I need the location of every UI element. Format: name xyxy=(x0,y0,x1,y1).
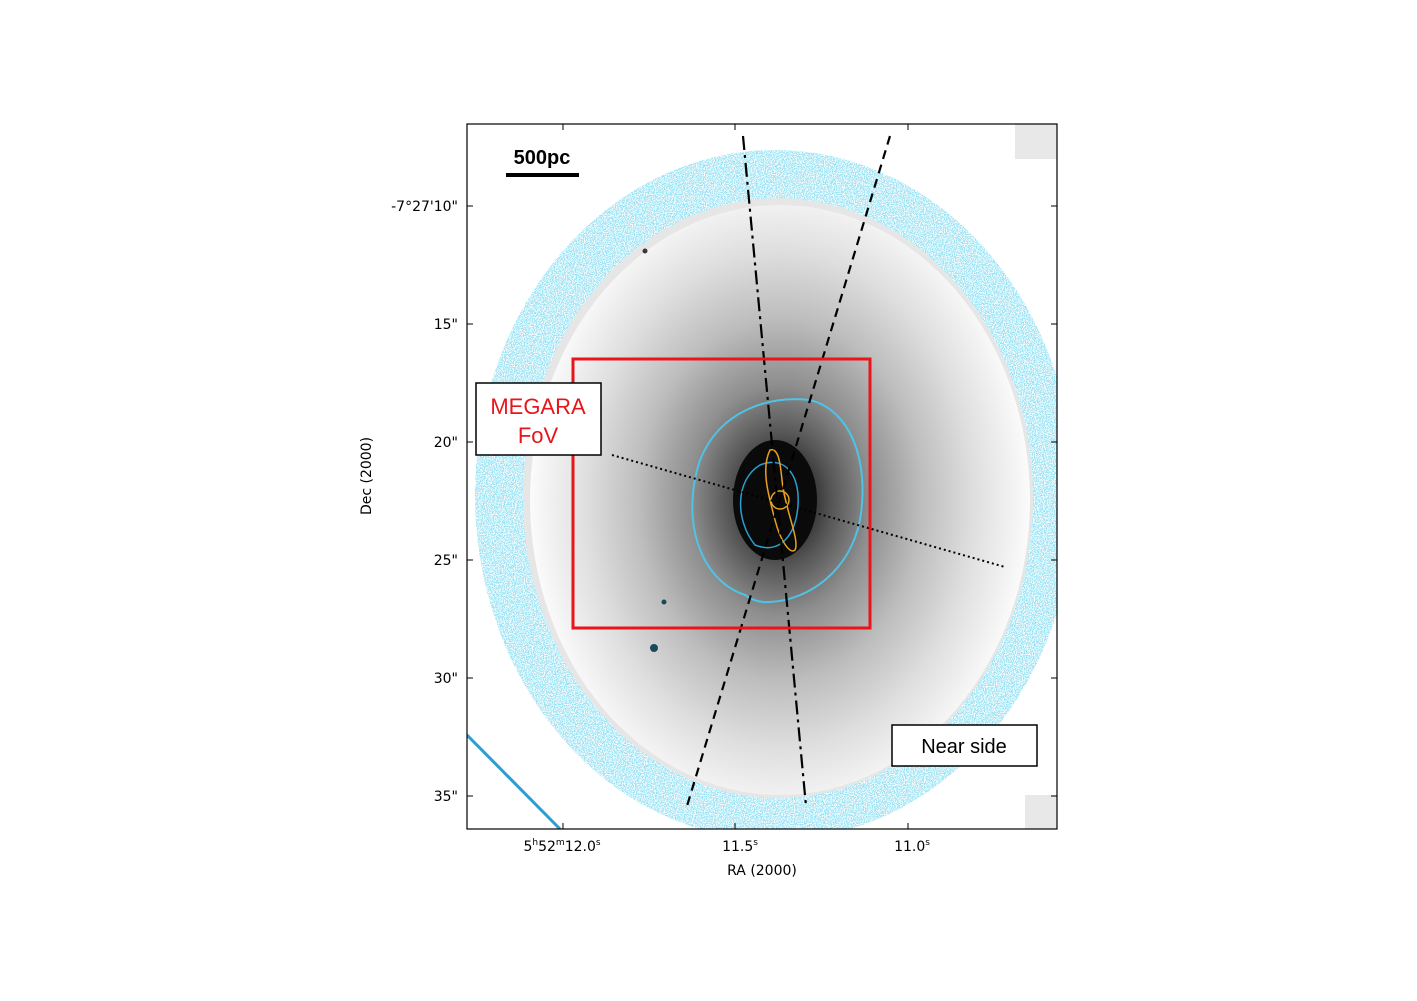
dashed-line xyxy=(685,135,892,807)
plot-frame xyxy=(466,123,1058,830)
x-tick-label: 11.0s xyxy=(894,838,930,855)
galaxy-image xyxy=(467,124,1057,829)
fov-label-box xyxy=(475,382,602,456)
fov-label-line2: FoV xyxy=(518,423,559,448)
megara-fov-box xyxy=(571,357,872,630)
x-tick-label: 5h52m12.0s xyxy=(523,838,600,855)
fov-label-line1: MEGARA xyxy=(490,394,586,419)
y-tick-label: 35" xyxy=(434,789,458,805)
y-tick-label: 20" xyxy=(434,435,458,451)
dash-dot-line xyxy=(741,135,808,807)
y-tick-label: -7°27'10" xyxy=(391,199,458,215)
dotted-line xyxy=(611,454,1006,568)
scale-bar-label: 500pc xyxy=(514,147,571,169)
core-contour xyxy=(764,449,797,552)
x-axis-label: RA (2000) xyxy=(727,863,797,879)
y-tick-label: 15" xyxy=(434,317,458,333)
y-tick-label: 25" xyxy=(434,553,458,569)
y-ticks xyxy=(467,205,1057,797)
near-side-label: Near side xyxy=(921,736,1007,758)
inner-contour xyxy=(691,398,864,604)
x-ticks xyxy=(562,124,909,829)
x-tick-label: 11.5s xyxy=(722,838,758,855)
y-axis-label: Dec (2000) xyxy=(359,437,375,515)
near-side-box xyxy=(891,724,1038,767)
y-tick-label: 30" xyxy=(434,671,458,687)
